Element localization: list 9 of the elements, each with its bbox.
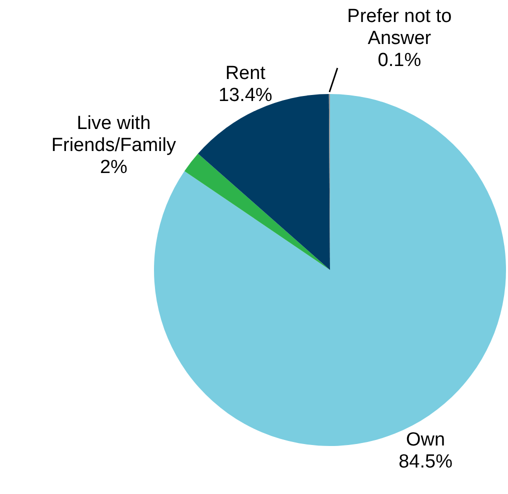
- data-label: 84.5%: [398, 451, 453, 472]
- slice-label: Live with Friends/Family: [51, 112, 176, 156]
- slice-label: Own: [406, 429, 446, 450]
- pie-slice: [184, 154, 330, 270]
- data-label: 2%: [100, 156, 128, 178]
- data-label: 0.1%: [378, 50, 422, 71]
- data-label: 13.4%: [218, 85, 272, 106]
- slice-label: Prefer not to Answer: [347, 6, 452, 49]
- slice-label: Rent: [225, 63, 266, 84]
